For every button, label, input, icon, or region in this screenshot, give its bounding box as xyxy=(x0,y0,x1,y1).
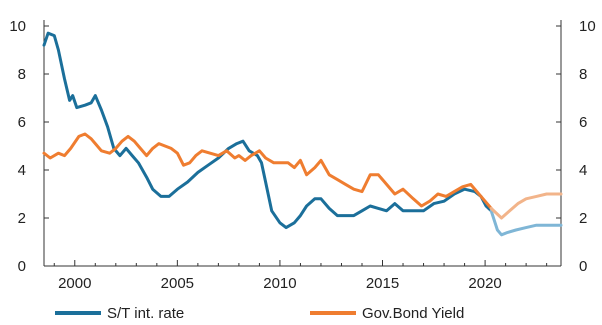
right-y-tick-label: 8 xyxy=(579,66,587,83)
left-y-tick-label: 4 xyxy=(18,162,26,179)
left-y-tick-label: 6 xyxy=(18,114,26,131)
series-layer xyxy=(42,31,563,237)
right-y-axis: 0 2 4 6 8 10 xyxy=(556,18,596,275)
left-y-tick-label: 8 xyxy=(18,66,26,83)
left-y-axis: 0 2 4 6 8 10 xyxy=(9,18,49,275)
right-y-tick-label: 4 xyxy=(579,162,587,179)
x-tick-label: 2020 xyxy=(468,275,501,292)
legend-label-s-t-int-rate: S/T int. rate xyxy=(107,305,184,322)
right-y-tick-label: 6 xyxy=(579,114,587,131)
left-y-tick-label: 10 xyxy=(9,18,26,35)
legend: S/T int. rate Gov.Bond Yield xyxy=(55,305,464,322)
right-y-tick-label: 2 xyxy=(579,210,587,227)
forecast-line-gov-bond-yield xyxy=(489,192,563,220)
left-y-tick-label: 0 xyxy=(18,258,26,275)
right-y-tick-label: 0 xyxy=(579,258,587,275)
x-tick-label: 2010 xyxy=(263,275,296,292)
right-y-tick-label: 10 xyxy=(579,18,596,35)
series-line-gov-bond-yield xyxy=(42,132,493,210)
series-line-s-t-int-rate xyxy=(42,31,493,230)
x-tick-label: 2015 xyxy=(366,275,399,292)
legend-label-gov-bond-yield: Gov.Bond Yield xyxy=(362,305,464,322)
forecast-line-s-t-int-rate xyxy=(489,209,563,237)
x-tick-label: 2005 xyxy=(161,275,194,292)
left-y-tick-label: 2 xyxy=(18,210,26,227)
x-axis: 2000 2005 2010 2015 2020 xyxy=(44,260,561,292)
x-tick-label: 2000 xyxy=(58,275,91,292)
